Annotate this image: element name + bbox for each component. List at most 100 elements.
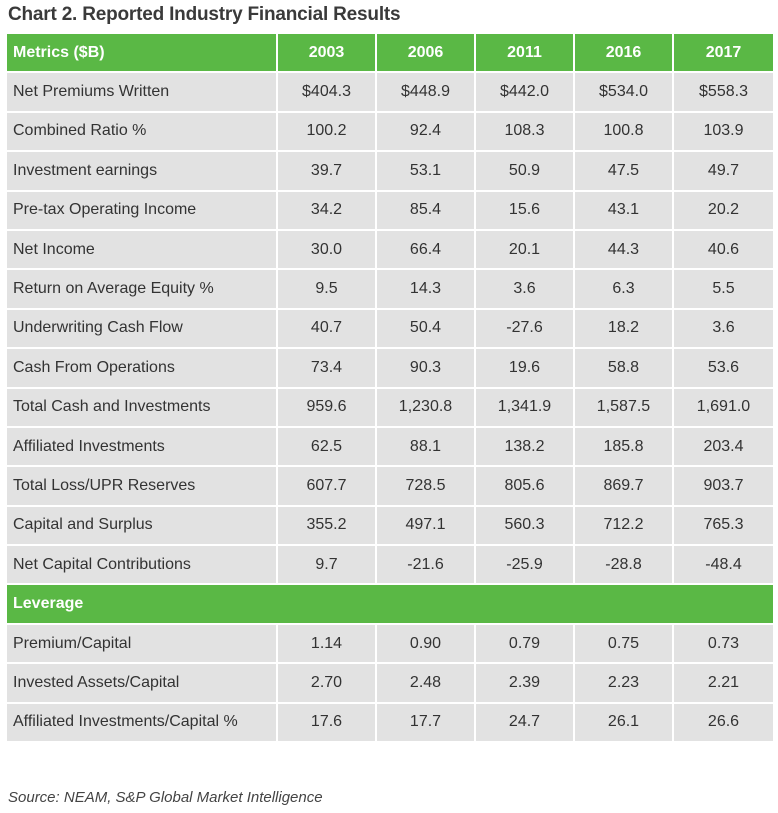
value-cell: 959.6 — [278, 388, 377, 428]
value-cell: $448.9 — [377, 73, 476, 113]
metric-label: Net Premiums Written — [7, 73, 278, 113]
value-cell: 108.3 — [476, 112, 575, 153]
value-cell: -28.8 — [575, 546, 674, 586]
metric-label: Invested Assets/Capital — [7, 664, 278, 704]
value-cell: 869.7 — [575, 467, 674, 507]
metric-label: Total Cash and Investments — [7, 388, 278, 428]
value-cell: 185.8 — [575, 427, 674, 468]
value-cell: 18.2 — [575, 309, 674, 350]
metric-label: Pre-tax Operating Income — [7, 191, 278, 231]
metric-label: Underwriting Cash Flow — [7, 309, 278, 350]
value-cell: $404.3 — [278, 73, 377, 113]
value-cell: 26.6 — [674, 703, 773, 744]
value-cell: 39.7 — [278, 152, 377, 192]
metric-label: Return on Average Equity % — [7, 270, 278, 310]
value-cell: 497.1 — [377, 506, 476, 547]
value-cell: 85.4 — [377, 191, 476, 231]
value-cell: 2.48 — [377, 664, 476, 704]
table-header-row: Metrics ($B) 2003 2006 2011 2016 2017 — [7, 34, 773, 74]
value-cell: 1,691.0 — [674, 388, 773, 428]
value-cell: $558.3 — [674, 73, 773, 113]
table-row: Pre-tax Operating Income 34.2 85.4 15.6 43.1… — [7, 191, 773, 231]
value-cell: 9.7 — [278, 546, 377, 586]
metric-label: Affiliated Investments/Capital % — [7, 703, 278, 744]
value-cell: 2.21 — [674, 664, 773, 704]
value-cell: 17.6 — [278, 703, 377, 744]
value-cell: 14.3 — [377, 270, 476, 310]
value-cell: 355.2 — [278, 506, 377, 547]
value-cell: 24.7 — [476, 703, 575, 744]
metric-label: Combined Ratio % — [7, 112, 278, 153]
value-cell: 712.2 — [575, 506, 674, 547]
value-cell: 19.6 — [476, 349, 575, 389]
value-cell: 20.2 — [674, 191, 773, 231]
value-cell: 88.1 — [377, 427, 476, 468]
header-year-2016: 2016 — [575, 34, 674, 74]
table-row: Net Income 30.0 66.4 20.1 44.3 40.6 — [7, 230, 773, 271]
value-cell: 560.3 — [476, 506, 575, 547]
header-metrics-label: Metrics ($B) — [7, 34, 278, 74]
value-cell: 1,341.9 — [476, 388, 575, 428]
table-row: Capital and Surplus 355.2 497.1 560.3 712.2 7… — [7, 506, 773, 547]
value-cell: 90.3 — [377, 349, 476, 389]
value-cell: 17.7 — [377, 703, 476, 744]
section-label: Leverage — [7, 585, 773, 625]
value-cell: 0.90 — [377, 624, 476, 665]
section-row-leverage: Leverage — [7, 585, 773, 625]
value-cell: 1.14 — [278, 624, 377, 665]
table-row: Premium/Capital 1.14 0.90 0.79 0.75 0.73 — [7, 624, 773, 665]
table-row: Net Premiums Written $404.3 $448.9 $442.0 $5… — [7, 73, 773, 113]
value-cell: 50.9 — [476, 152, 575, 192]
value-cell: -27.6 — [476, 309, 575, 350]
value-cell: 2.70 — [278, 664, 377, 704]
metric-label: Capital and Surplus — [7, 506, 278, 547]
value-cell: 138.2 — [476, 427, 575, 468]
table-row: Investment earnings 39.7 53.1 50.9 47.5 49.7 — [7, 152, 773, 192]
value-cell: 62.5 — [278, 427, 377, 468]
header-year-2017: 2017 — [674, 34, 773, 74]
value-cell: 5.5 — [674, 270, 773, 310]
source-note: Source: NEAM, S&P Global Market Intellig… — [8, 789, 323, 806]
financial-results-table: Metrics ($B) 2003 2006 2011 2016 2017 Ne… — [7, 34, 773, 744]
value-cell: -25.9 — [476, 546, 575, 586]
value-cell: 607.7 — [278, 467, 377, 507]
metric-label: Net Capital Contributions — [7, 546, 278, 586]
header-year-2003: 2003 — [278, 34, 377, 74]
value-cell: 100.8 — [575, 112, 674, 153]
value-cell: 43.1 — [575, 191, 674, 231]
value-cell: 53.1 — [377, 152, 476, 192]
metric-label: Total Loss/UPR Reserves — [7, 467, 278, 507]
metric-label: Affiliated Investments — [7, 427, 278, 468]
value-cell: 49.7 — [674, 152, 773, 192]
chart-title: Chart 2. Reported Industry Financial Res… — [8, 4, 401, 25]
value-cell: 44.3 — [575, 230, 674, 271]
value-cell: 100.2 — [278, 112, 377, 153]
value-cell: 0.73 — [674, 624, 773, 665]
table-row: Cash From Operations 73.4 90.3 19.6 58.8 53.6 — [7, 349, 773, 389]
value-cell: 2.39 — [476, 664, 575, 704]
value-cell: 9.5 — [278, 270, 377, 310]
value-cell: 73.4 — [278, 349, 377, 389]
value-cell: 728.5 — [377, 467, 476, 507]
value-cell: 0.79 — [476, 624, 575, 665]
value-cell: 92.4 — [377, 112, 476, 153]
metric-label: Investment earnings — [7, 152, 278, 192]
value-cell: 805.6 — [476, 467, 575, 507]
value-cell: 1,587.5 — [575, 388, 674, 428]
table-row: Net Capital Contributions 9.7 -21.6 -25.9 -2… — [7, 546, 773, 586]
table-row: Total Cash and Investments 959.6 1,230.8 1,… — [7, 388, 773, 428]
value-cell: -21.6 — [377, 546, 476, 586]
table-row: Underwriting Cash Flow 40.7 50.4 -27.6 18.2 3… — [7, 309, 773, 350]
table-row: Invested Assets/Capital 2.70 2.48 2.39 2.23 2… — [7, 664, 773, 704]
value-cell: 40.7 — [278, 309, 377, 350]
value-cell: $442.0 — [476, 73, 575, 113]
value-cell: 53.6 — [674, 349, 773, 389]
value-cell: 6.3 — [575, 270, 674, 310]
value-cell: 1,230.8 — [377, 388, 476, 428]
value-cell: 203.4 — [674, 427, 773, 468]
value-cell: 0.75 — [575, 624, 674, 665]
table-row: Affiliated Investments/Capital % 17.6 17.7… — [7, 703, 773, 744]
value-cell: $534.0 — [575, 73, 674, 113]
value-cell: 3.6 — [476, 270, 575, 310]
table-row: Total Loss/UPR Reserves 607.7 728.5 805.6 86… — [7, 467, 773, 507]
